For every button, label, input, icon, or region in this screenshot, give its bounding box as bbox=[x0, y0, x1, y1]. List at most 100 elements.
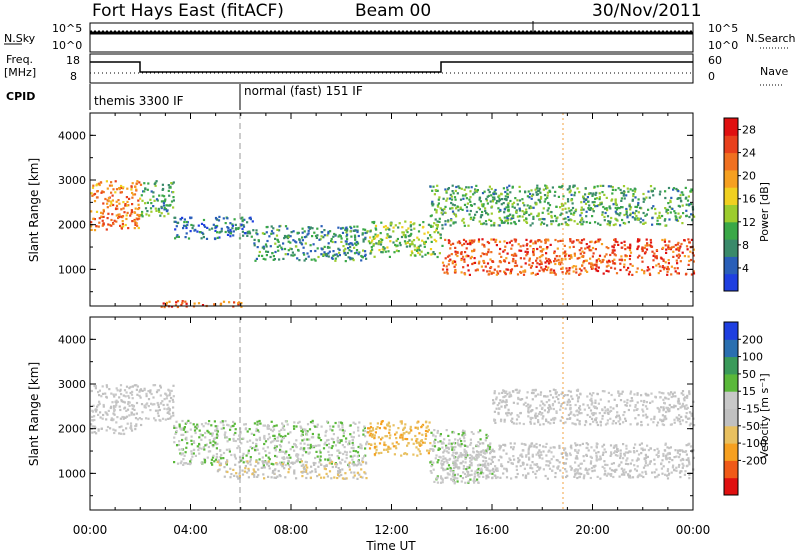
scatter-cell bbox=[543, 218, 545, 220]
scatter-cell bbox=[547, 209, 549, 211]
scatter-cell bbox=[197, 426, 199, 428]
scatter-cell bbox=[608, 392, 610, 394]
scatter-cell bbox=[546, 269, 548, 271]
scatter-cell bbox=[444, 469, 446, 471]
scatter-cell bbox=[555, 206, 557, 208]
scatter-cell bbox=[660, 462, 662, 464]
scatter-cell bbox=[226, 424, 228, 426]
scatter-cell bbox=[429, 448, 431, 450]
scatter-cell bbox=[457, 192, 459, 194]
scatter-cell bbox=[455, 186, 457, 188]
scatter-cell bbox=[542, 415, 544, 417]
scatter-cell bbox=[103, 223, 105, 225]
scatter-cell bbox=[237, 438, 239, 440]
scatter-cell bbox=[494, 475, 496, 477]
scatter-cell bbox=[308, 438, 310, 440]
scatter-cell bbox=[286, 457, 288, 459]
scatter-cell bbox=[539, 457, 541, 459]
scatter-cell bbox=[96, 211, 98, 213]
scatter-cell bbox=[487, 241, 489, 243]
scatter-cell bbox=[357, 427, 359, 429]
colorbar-swatch bbox=[724, 443, 738, 461]
scatter-cell bbox=[262, 473, 264, 475]
scatter-cell bbox=[598, 258, 600, 260]
scatter-cell bbox=[651, 224, 653, 226]
scatter-cell bbox=[563, 395, 565, 397]
scatter-cell bbox=[607, 223, 609, 225]
scatter-cell bbox=[317, 466, 319, 468]
scatter-cell bbox=[416, 422, 418, 424]
scatter-cell bbox=[266, 231, 268, 233]
colorbar-swatch bbox=[724, 460, 738, 478]
scatter-cell bbox=[232, 438, 234, 440]
scatter-cell bbox=[535, 413, 537, 415]
scatter-cell bbox=[217, 470, 219, 472]
scatter-cell bbox=[374, 453, 376, 455]
scatter-cell bbox=[615, 469, 617, 471]
scatter-cell bbox=[676, 260, 678, 262]
scatter-cell bbox=[569, 191, 571, 193]
scatter-cell bbox=[604, 208, 606, 210]
scatter-cell bbox=[232, 234, 234, 236]
scatter-cell bbox=[172, 412, 174, 414]
scatter-cell bbox=[274, 468, 276, 470]
scatter-cell bbox=[679, 449, 681, 451]
scatter-cell bbox=[295, 460, 297, 462]
scatter-cell bbox=[166, 404, 168, 406]
scatter-cell bbox=[398, 443, 400, 445]
scatter-cell bbox=[201, 232, 203, 234]
freq-tick-top-left: 18 bbox=[66, 54, 80, 67]
scatter-cell bbox=[424, 254, 426, 256]
scatter-cell bbox=[375, 225, 377, 227]
scatter-cell bbox=[135, 423, 137, 425]
scatter-cell bbox=[329, 428, 331, 430]
scatter-cell bbox=[182, 452, 184, 454]
scatter-cell bbox=[305, 258, 307, 260]
scatter-cell bbox=[492, 461, 494, 463]
scatter-cell bbox=[602, 185, 604, 187]
scatter-cell bbox=[581, 239, 583, 241]
scatter-cell bbox=[434, 445, 436, 447]
scatter-cell bbox=[374, 446, 376, 448]
scatter-cell bbox=[678, 250, 680, 252]
scatter-cell bbox=[688, 463, 690, 465]
scatter-cell bbox=[667, 266, 669, 268]
scatter-cell bbox=[123, 395, 125, 397]
scatter-cell bbox=[177, 222, 179, 224]
scatter-cell bbox=[283, 451, 285, 453]
scatter-cell bbox=[428, 452, 430, 454]
scatter-cell bbox=[534, 389, 536, 391]
scatter-cell bbox=[107, 213, 109, 215]
scatter-cell bbox=[619, 263, 621, 265]
scatter-cell bbox=[677, 452, 679, 454]
scatter-cell bbox=[499, 248, 501, 250]
scatter-cell bbox=[296, 257, 298, 259]
scatter-cell bbox=[272, 430, 274, 432]
scatter-cell bbox=[446, 198, 448, 200]
scatter-cell bbox=[654, 396, 656, 398]
scatter-cell bbox=[470, 218, 472, 220]
scatter-cell bbox=[131, 220, 133, 222]
scatter-cell bbox=[111, 213, 113, 215]
scatter-cell bbox=[500, 261, 502, 263]
scatter-cell bbox=[585, 270, 587, 272]
scatter-cell bbox=[327, 252, 329, 254]
scatter-cell bbox=[674, 212, 676, 214]
scatter-cell bbox=[613, 246, 615, 248]
scatter-cell bbox=[471, 431, 473, 433]
scatter-cell bbox=[514, 197, 516, 199]
scatter-cell bbox=[205, 422, 207, 424]
scatter-cell bbox=[318, 239, 320, 241]
scatter-cell bbox=[112, 429, 114, 431]
scatter-cell bbox=[373, 238, 375, 240]
scatter-cell bbox=[475, 444, 477, 446]
scatter-cell bbox=[243, 461, 245, 463]
scatter-cell bbox=[542, 212, 544, 214]
scatter-cell bbox=[613, 462, 615, 464]
scatter-cell bbox=[107, 188, 109, 190]
scatter-cell bbox=[664, 397, 666, 399]
scatter-cell bbox=[190, 224, 192, 226]
scatter-cell bbox=[504, 208, 506, 210]
scatter-cell bbox=[140, 397, 142, 399]
scatter-cell bbox=[357, 472, 359, 474]
